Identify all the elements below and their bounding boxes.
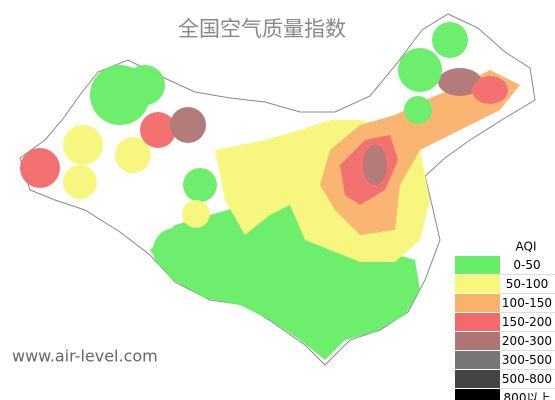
- region-moderate: [115, 137, 151, 173]
- region-unhealthy: [20, 148, 60, 188]
- region-good: [183, 168, 217, 202]
- legend-swatch: [455, 294, 500, 312]
- region-very-unhealthy: [438, 68, 482, 96]
- aqi-regions: [20, 22, 520, 360]
- region-moderate: [182, 200, 210, 228]
- region-very-unhealthy: [363, 145, 387, 185]
- region-moderate: [63, 165, 97, 199]
- legend: AQI 0-50 50-100 100-150 150-200 200-300 300-5…: [455, 237, 555, 400]
- map-title: 全国空气质量指数: [178, 17, 346, 41]
- legend-label: 500-800: [502, 372, 552, 386]
- region-good: [153, 228, 197, 272]
- legend-swatch: [455, 389, 500, 400]
- legend-swatch: [455, 256, 500, 274]
- region-unhealthy: [472, 76, 508, 104]
- region-very-unhealthy: [170, 107, 206, 143]
- legend-swatch: [455, 332, 500, 350]
- legend-swatch: [455, 313, 500, 331]
- region-good: [150, 150, 420, 360]
- legend-title: AQI: [516, 240, 537, 254]
- legend-label: 100-150: [502, 296, 552, 310]
- region-good: [398, 48, 442, 92]
- region-good: [432, 22, 468, 58]
- legend-swatch: [455, 370, 500, 388]
- legend-label: 0-50: [513, 258, 540, 272]
- region-unhealthy: [140, 112, 176, 148]
- region-moderate: [63, 125, 103, 165]
- region-good: [125, 65, 165, 105]
- legend-swatch: [455, 351, 500, 369]
- legend-label: 800以上: [504, 391, 551, 400]
- region-good: [404, 96, 432, 124]
- legend-label: 300-500: [502, 353, 552, 367]
- legend-label: 200-300: [502, 334, 552, 348]
- legend-label: 150-200: [502, 315, 552, 329]
- watermark: www.air-level.com: [12, 347, 158, 366]
- legend-label: 50-100: [506, 277, 549, 291]
- legend-swatch: [455, 275, 500, 293]
- map: [19, 13, 536, 366]
